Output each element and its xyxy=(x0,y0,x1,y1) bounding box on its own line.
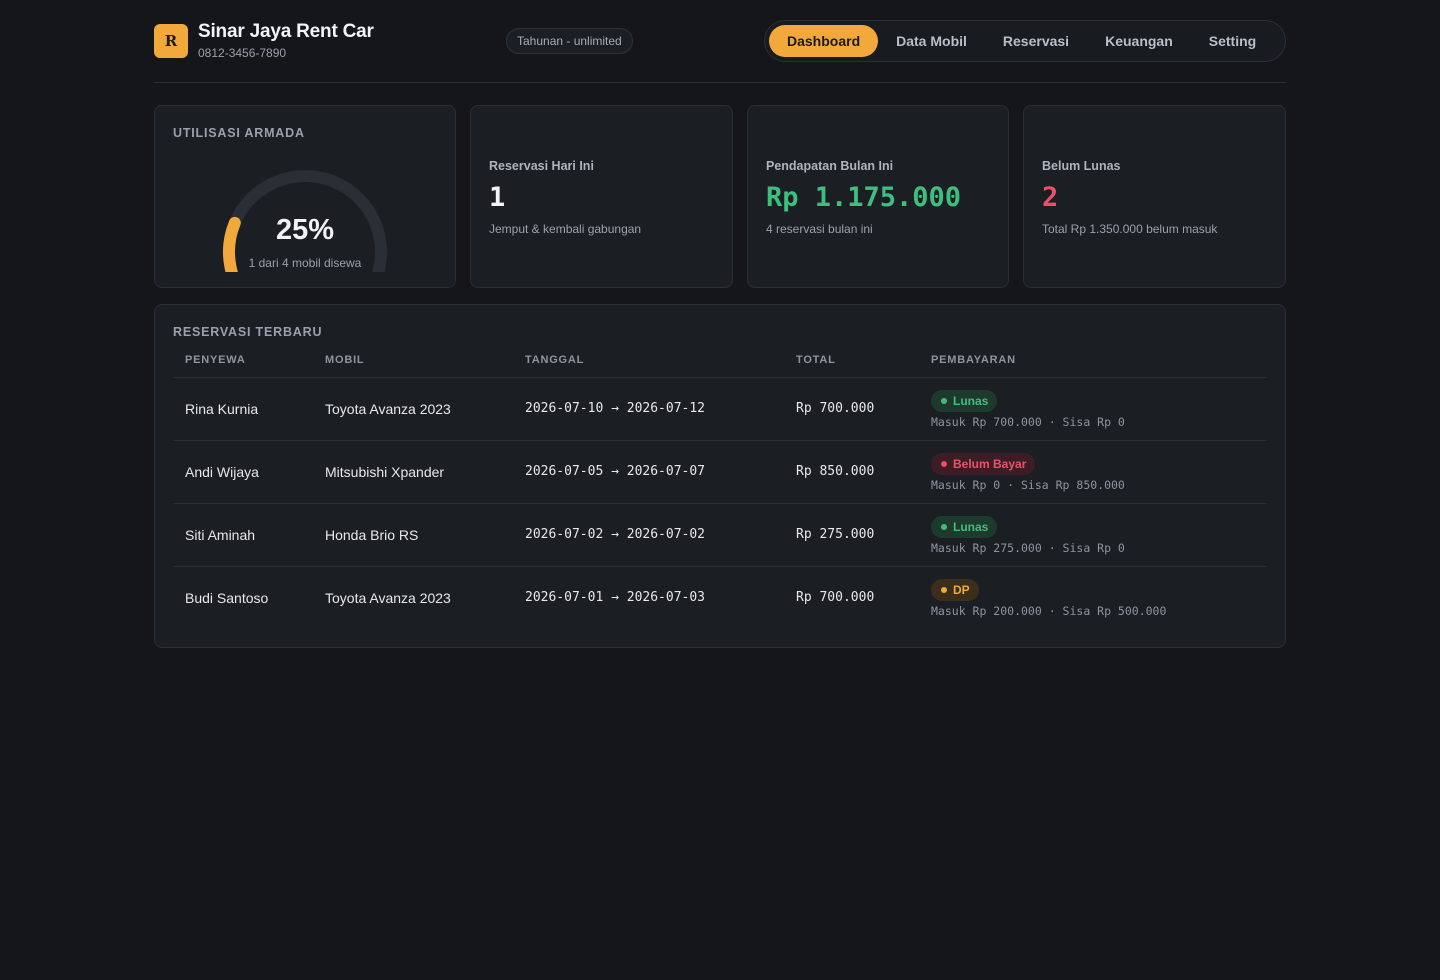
table-row[interactable]: Siti Aminah Honda Brio RS 2026-07-02 → 2… xyxy=(173,504,1267,567)
status-dot xyxy=(941,461,947,467)
brand-name: Sinar Jaya Rent Car xyxy=(198,21,374,42)
payment-detail: Masuk Rp 275.000 · Sisa Rp 0 xyxy=(931,541,1125,555)
rental-total: Rp 275.000 xyxy=(796,527,875,542)
status-label: Lunas xyxy=(953,520,989,534)
payment-detail: Masuk Rp 0 · Sisa Rp 850.000 xyxy=(931,478,1125,492)
plan-badge: Tahunan - unlimited xyxy=(506,28,633,54)
table-row[interactable]: Budi Santoso Toyota Avanza 2023 2026-07-… xyxy=(173,567,1267,630)
renter-name: Rina Kurnia xyxy=(185,401,259,417)
stat-card-reservasi-hari-ini: Reservasi Hari Ini 1 Jemput & kembali ga… xyxy=(470,105,733,288)
utilization-title: UTILISASI ARMADA xyxy=(173,126,305,140)
reservations-card: RESERVASI TERBARU PENYEWA MOBIL TANGGAL … xyxy=(154,304,1286,648)
col-mobil: MOBIL xyxy=(325,354,365,366)
rental-dates: 2026-07-01 → 2026-07-03 xyxy=(525,590,706,605)
status-badge: Lunas xyxy=(931,516,998,538)
status-dot xyxy=(941,587,947,593)
col-pembayaran: PEMBAYARAN xyxy=(931,354,1016,366)
stat-label: Reservasi Hari Ini xyxy=(489,159,594,173)
renter-name: Budi Santoso xyxy=(185,590,269,606)
status-badge: Lunas xyxy=(931,390,998,412)
status-dot xyxy=(941,398,947,404)
utilization-card: UTILISASI ARMADA 25% 1 dari 4 mobil dise… xyxy=(154,105,456,288)
main-nav: Dashboard Data Mobil Reservasi Keuangan … xyxy=(764,20,1286,62)
stat-label: Belum Lunas xyxy=(1042,159,1121,173)
gauge-fill xyxy=(223,216,241,272)
nav-setting[interactable]: Setting xyxy=(1208,33,1257,49)
top-header: R Sinar Jaya Rent Car 0812-3456-7890 Tah… xyxy=(154,0,1286,83)
stat-value: Rp 1.175.000 xyxy=(766,182,962,213)
utilization-percent: 25% xyxy=(275,214,335,246)
stat-label: Pendapatan Bulan Ini xyxy=(766,159,894,173)
payment-detail: Masuk Rp 200.000 · Sisa Rp 500.000 xyxy=(931,604,1167,618)
car-name: Honda Brio RS xyxy=(325,527,419,543)
stat-note: Total Rp 1.350.000 belum masuk xyxy=(1042,222,1218,236)
nav-data-mobil[interactable]: Data Mobil xyxy=(896,33,967,49)
status-label: Lunas xyxy=(953,394,989,408)
stat-cards: UTILISASI ARMADA 25% 1 dari 4 mobil dise… xyxy=(154,105,1286,288)
col-tanggal: TANGGAL xyxy=(525,354,585,366)
app-root: R Sinar Jaya Rent Car 0812-3456-7890 Tah… xyxy=(154,0,1286,648)
car-name: Toyota Avanza 2023 xyxy=(325,401,451,417)
rental-dates: 2026-07-02 → 2026-07-02 xyxy=(525,527,706,542)
stat-value: 1 xyxy=(489,182,506,213)
table-row[interactable]: Rina Kurnia Toyota Avanza 2023 2026-07-1… xyxy=(173,378,1267,441)
car-name: Mitsubishi Xpander xyxy=(325,464,445,480)
payment-detail: Masuk Rp 700.000 · Sisa Rp 0 xyxy=(931,415,1125,429)
col-total: TOTAL xyxy=(796,354,836,366)
status-badge: Belum Bayar xyxy=(931,453,1036,475)
stat-card-belum-lunas: Belum Lunas 2 Total Rp 1.350.000 belum m… xyxy=(1023,105,1286,288)
utilization-gauge xyxy=(223,170,387,272)
col-penyewa: PENYEWA xyxy=(185,354,246,366)
rental-dates: 2026-07-05 → 2026-07-07 xyxy=(525,464,706,479)
rental-total: Rp 700.000 xyxy=(796,590,875,605)
car-name: Toyota Avanza 2023 xyxy=(325,590,451,606)
status-label: Belum Bayar xyxy=(953,457,1027,471)
status-dot xyxy=(941,524,947,530)
renter-name: Siti Aminah xyxy=(185,527,256,543)
table-header: PENYEWA MOBIL TANGGAL TOTAL PEMBAYARAN xyxy=(173,347,1267,378)
stat-card-pendapatan: Pendapatan Bulan Ini Rp 1.175.000 4 rese… xyxy=(747,105,1009,288)
utilization-subtitle: 1 dari 4 mobil disewa xyxy=(248,256,362,270)
reservations-title: RESERVASI TERBARU xyxy=(173,325,323,339)
stat-value: 2 xyxy=(1042,182,1059,213)
status-label: DP xyxy=(953,583,970,597)
brand-logo[interactable]: R xyxy=(154,24,188,58)
rental-total: Rp 700.000 xyxy=(796,401,875,416)
nav-dashboard[interactable]: Dashboard xyxy=(769,25,879,57)
nav-keuangan[interactable]: Keuangan xyxy=(1105,33,1173,49)
renter-name: Andi Wijaya xyxy=(185,464,259,480)
brand-phone: 0812-3456-7890 xyxy=(198,46,287,60)
rental-total: Rp 850.000 xyxy=(796,464,875,479)
table-row[interactable]: Andi Wijaya Mitsubishi Xpander 2026-07-0… xyxy=(173,441,1267,504)
stat-note: Jemput & kembali gabungan xyxy=(489,222,642,236)
nav-reservasi[interactable]: Reservasi xyxy=(1002,33,1070,49)
stat-note: 4 reservasi bulan ini xyxy=(766,222,873,236)
status-badge: DP xyxy=(931,579,979,601)
rental-dates: 2026-07-10 → 2026-07-12 xyxy=(525,401,706,416)
